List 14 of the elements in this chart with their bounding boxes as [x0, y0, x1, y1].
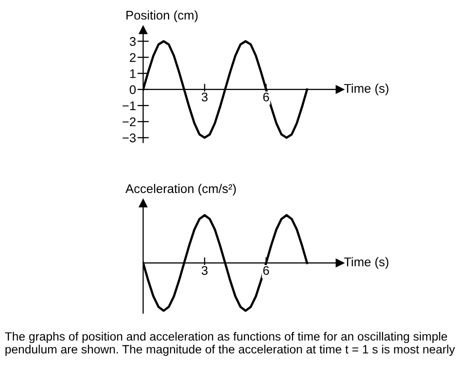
x-tick-label: 6: [263, 92, 270, 102]
y-tick-label: 3: [130, 37, 136, 46]
x-axis-title: Time (s): [344, 257, 388, 269]
text: The graphs of position and acceleration as functions of time for an oscillating simple pendulum are shown. The magnitude of the acceleration at time t = 1 s is most nearly: [5, 332, 455, 356]
y-tick-label: −1: [122, 101, 136, 110]
y-axis-title: Acceleration (cm/s²): [125, 184, 236, 196]
y-tick-label: 1: [130, 69, 136, 78]
y-tick-label: 0: [130, 85, 136, 94]
y-axis-title: Position (cm): [126, 10, 198, 22]
x-tick-label: 6: [263, 266, 270, 275]
x-axis-title: Time (s): [344, 84, 388, 96]
y-tick-label: −2: [122, 117, 136, 126]
y-tick-label: 2: [130, 53, 136, 62]
y-tick-label: −3: [122, 133, 136, 142]
